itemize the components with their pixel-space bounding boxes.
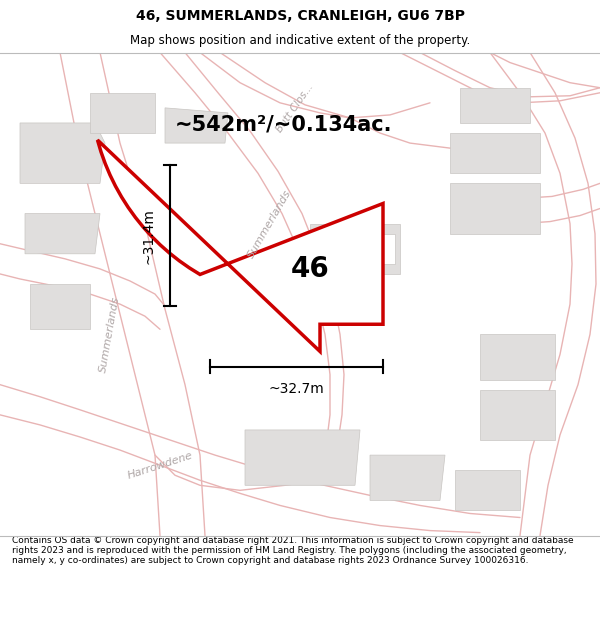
- Text: ~32.7m: ~32.7m: [269, 382, 325, 396]
- Text: Butt Clos...: Butt Clos...: [275, 82, 316, 134]
- Text: 46: 46: [290, 255, 329, 283]
- Text: Map shows position and indicative extent of the property.: Map shows position and indicative extent…: [130, 34, 470, 48]
- Polygon shape: [97, 140, 383, 351]
- Polygon shape: [310, 224, 400, 274]
- Text: Contains OS data © Crown copyright and database right 2021. This information is : Contains OS data © Crown copyright and d…: [12, 536, 574, 566]
- Polygon shape: [245, 430, 360, 485]
- Text: ~31.4m: ~31.4m: [141, 208, 155, 264]
- Polygon shape: [370, 455, 445, 501]
- Polygon shape: [360, 234, 395, 264]
- Polygon shape: [460, 88, 530, 123]
- Polygon shape: [25, 214, 100, 254]
- Text: Summerlands: Summerlands: [247, 188, 293, 259]
- Polygon shape: [165, 108, 228, 143]
- Polygon shape: [30, 284, 90, 329]
- Text: Harrowdene: Harrowdene: [126, 450, 194, 481]
- Polygon shape: [20, 123, 105, 183]
- Text: 46, SUMMERLANDS, CRANLEIGH, GU6 7BP: 46, SUMMERLANDS, CRANLEIGH, GU6 7BP: [136, 9, 464, 22]
- Text: ~542m²/~0.134ac.: ~542m²/~0.134ac.: [175, 115, 392, 135]
- Polygon shape: [455, 470, 520, 511]
- Polygon shape: [90, 92, 155, 133]
- Polygon shape: [480, 334, 555, 379]
- Polygon shape: [450, 133, 540, 173]
- Polygon shape: [450, 183, 540, 234]
- Polygon shape: [480, 389, 555, 440]
- Text: Summerlands: Summerlands: [98, 296, 122, 373]
